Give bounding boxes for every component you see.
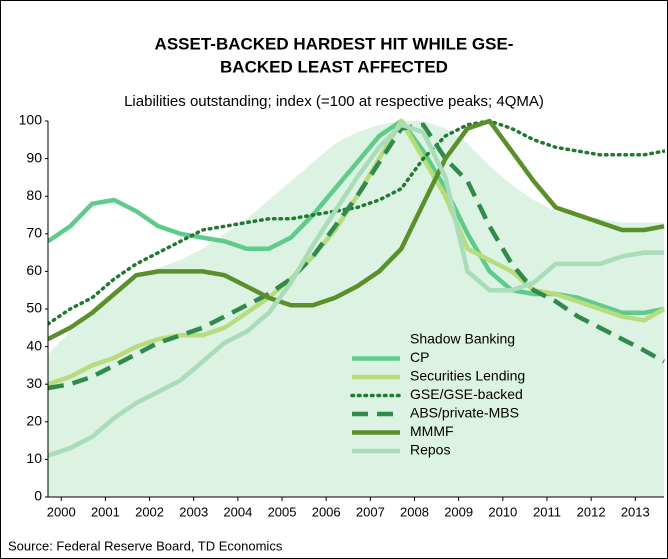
y-tick-label: 10 [26, 450, 42, 466]
x-tick-label: 2000 [47, 504, 76, 519]
y-tick-label: 30 [26, 375, 42, 391]
y-tick-label: 40 [26, 337, 42, 353]
y-tick-label: 60 [26, 262, 42, 278]
line [48, 122, 665, 391]
legend-label: CP [410, 349, 429, 365]
y-tick-label: 20 [26, 413, 42, 429]
x-tick-label: 2006 [312, 504, 341, 519]
x-tick-label: 2002 [135, 504, 164, 519]
y-tick-label: 90 [26, 149, 42, 165]
x-tick-label: 2005 [268, 504, 297, 519]
x-tick-label: 2003 [179, 504, 208, 519]
y-tick-label: 0 [34, 488, 42, 504]
x-tick-label: 2001 [91, 504, 120, 519]
line [48, 118, 665, 387]
chart-subtitle: Liabilities outstanding; index (=100 at … [124, 93, 544, 110]
x-tick-label: 2004 [223, 504, 252, 519]
x-tick-label: 2011 [533, 504, 561, 519]
x-tick-label: 2012 [577, 504, 606, 519]
x-tick-label: 2008 [400, 504, 429, 519]
legend-label: ABS/private-MBS [410, 405, 519, 421]
y-tick-label: 80 [26, 187, 42, 203]
chart-title: ASSET-BACKED HARDEST HIT WHILE GSE- [155, 34, 514, 53]
y-tick-label: 70 [26, 225, 42, 241]
chart-title: BACKED LEAST AFFECTED [220, 57, 448, 76]
legend-label: Shadow Banking [410, 331, 515, 347]
x-tick-label: 2009 [444, 504, 473, 519]
x-tick-label: 2010 [488, 504, 517, 519]
y-tick-label: 100 [19, 112, 43, 128]
x-tick-label: 2013 [621, 504, 650, 519]
source-note: Source: Federal Reserve Board, TD Econom… [8, 538, 283, 553]
legend-label: GSE/GSE-backed [410, 386, 523, 402]
y-tick-label: 50 [26, 300, 42, 316]
area [48, 121, 664, 497]
legend-label: Repos [410, 442, 450, 458]
line [48, 119, 665, 326]
x-tick-label: 2007 [356, 504, 385, 519]
legend-label: MMMF [410, 423, 454, 439]
line [48, 118, 665, 342]
line [48, 122, 664, 458]
plot-area [48, 118, 665, 497]
legend-label: Securities Lending [410, 368, 525, 384]
legend-swatch [352, 334, 400, 346]
